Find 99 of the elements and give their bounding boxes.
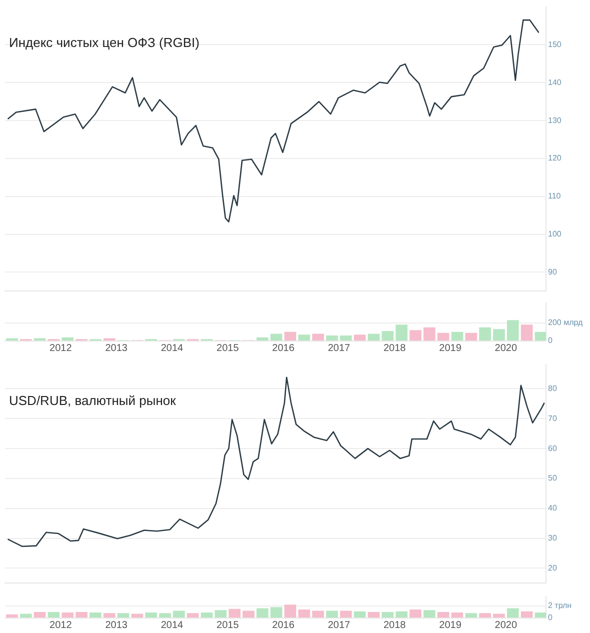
x-tick-label: 2017 bbox=[328, 620, 351, 631]
bar bbox=[159, 613, 171, 618]
bar bbox=[479, 613, 491, 618]
bar bbox=[479, 327, 491, 340]
bar bbox=[173, 610, 185, 618]
bar bbox=[493, 329, 505, 340]
x-tick-label: 2017 bbox=[328, 342, 351, 354]
bar bbox=[256, 337, 268, 340]
text: USD/RUB, валютный рынок bbox=[9, 392, 176, 408]
y-tick-label: 60 bbox=[548, 444, 558, 453]
x-tick-label: 2018 bbox=[383, 342, 406, 354]
bar bbox=[214, 610, 227, 618]
bar bbox=[117, 613, 130, 618]
bar bbox=[423, 610, 436, 618]
bar bbox=[423, 327, 436, 340]
y-tick-label: 110 bbox=[548, 192, 562, 201]
y-tick-label: 130 bbox=[548, 116, 562, 125]
x-tick-label: 2019 bbox=[439, 620, 462, 631]
bar bbox=[48, 612, 60, 618]
x-tick-label: 2012 bbox=[50, 342, 72, 354]
bar bbox=[34, 612, 46, 618]
bar bbox=[270, 334, 282, 340]
bar bbox=[534, 612, 546, 618]
x-tick-label: 2018 bbox=[383, 620, 406, 631]
y-tick-label: 0 bbox=[548, 336, 553, 346]
bar bbox=[534, 332, 546, 340]
bar bbox=[368, 612, 380, 618]
bar bbox=[493, 614, 505, 618]
bar bbox=[62, 612, 74, 618]
bar bbox=[200, 612, 213, 618]
bar bbox=[520, 324, 533, 340]
y-tick-label: 150 bbox=[548, 40, 562, 49]
bar bbox=[410, 330, 422, 340]
y-tick-label: 30 bbox=[548, 534, 558, 543]
y-tick-label: 90 bbox=[548, 267, 558, 276]
bar bbox=[103, 613, 116, 618]
bar bbox=[145, 612, 158, 618]
y-tick-label: 50 bbox=[548, 474, 558, 483]
bar bbox=[465, 613, 478, 618]
y-tick-label: 120 bbox=[548, 154, 562, 163]
bar bbox=[284, 332, 296, 340]
bar bbox=[340, 336, 352, 340]
bar bbox=[520, 611, 533, 618]
x-tick-label: 2015 bbox=[216, 620, 240, 631]
bar bbox=[20, 614, 32, 618]
x-tick-label: 2015 bbox=[216, 342, 240, 354]
y-tick-label: 0 bbox=[548, 613, 553, 622]
bar bbox=[410, 610, 422, 618]
y-tick-label: 80 bbox=[548, 384, 558, 393]
x-tick-label: 2014 bbox=[160, 620, 184, 631]
bar bbox=[451, 612, 464, 618]
bar bbox=[76, 612, 88, 618]
y-tick-label: 100 bbox=[548, 230, 562, 239]
bar bbox=[506, 608, 519, 618]
bar bbox=[256, 608, 268, 618]
bar bbox=[382, 330, 394, 340]
text: Индекс чистых цен ОФЗ (RGBI) bbox=[9, 34, 200, 50]
x-tick-label: 2019 bbox=[439, 342, 462, 354]
y-tick-label: 140 bbox=[548, 78, 562, 87]
bar bbox=[312, 334, 324, 340]
bar bbox=[396, 611, 408, 618]
x-tick-label: 2013 bbox=[105, 620, 128, 631]
bar bbox=[228, 608, 241, 618]
y-tick-label: 2 трлн bbox=[548, 601, 572, 610]
bar bbox=[284, 604, 296, 618]
bar bbox=[437, 612, 450, 618]
x-tick-label: 2014 bbox=[160, 342, 184, 354]
bar bbox=[368, 334, 380, 340]
bar bbox=[437, 332, 450, 340]
x-tick-label: 2016 bbox=[272, 620, 295, 631]
y-tick-label: 40 bbox=[548, 504, 558, 513]
bar bbox=[354, 334, 366, 340]
bar bbox=[506, 320, 519, 340]
bar bbox=[396, 324, 408, 340]
bar bbox=[354, 611, 366, 618]
bar bbox=[242, 610, 254, 618]
bar bbox=[382, 612, 394, 618]
x-tick-label: 2016 bbox=[272, 342, 295, 354]
bar bbox=[298, 610, 310, 618]
bar bbox=[465, 332, 478, 340]
bar bbox=[326, 336, 338, 340]
bar bbox=[270, 607, 282, 618]
x-tick-label: 2013 bbox=[105, 342, 128, 354]
y-tick-label: 70 bbox=[548, 414, 558, 423]
y-tick-label: 200 млрд bbox=[548, 318, 584, 328]
bar bbox=[312, 610, 324, 618]
bar bbox=[62, 337, 74, 340]
bar bbox=[6, 614, 18, 618]
bar bbox=[340, 610, 352, 618]
y-tick-label: 20 bbox=[548, 563, 558, 572]
bar bbox=[451, 332, 464, 340]
bar bbox=[90, 612, 102, 618]
x-tick-label: 2012 bbox=[50, 620, 72, 631]
x-tick-label: 2020 bbox=[494, 342, 518, 354]
bar bbox=[326, 610, 338, 618]
x-tick-label: 2020 bbox=[494, 620, 518, 631]
bar bbox=[131, 614, 144, 618]
bar bbox=[186, 613, 199, 618]
bar bbox=[298, 334, 310, 340]
